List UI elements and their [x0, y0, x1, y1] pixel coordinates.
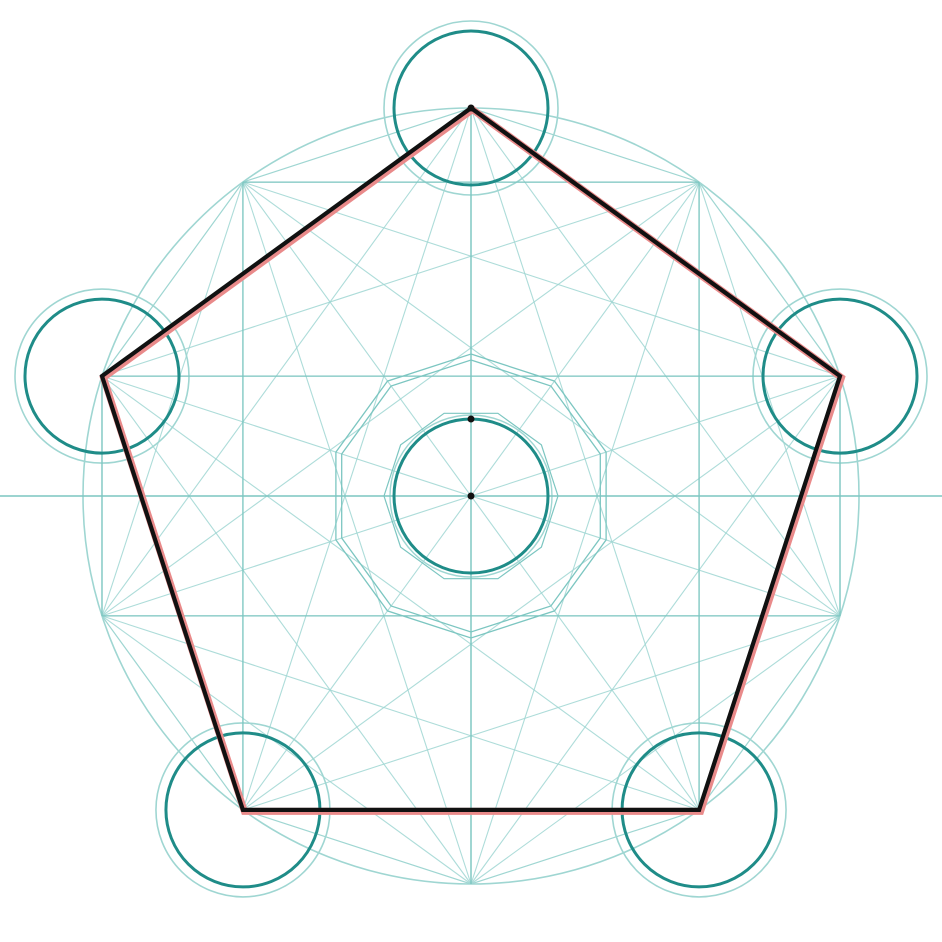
- construction-line: [101, 375, 700, 811]
- construction-line: [101, 375, 472, 885]
- construction-line: [242, 181, 472, 885]
- construction-line: [242, 615, 841, 811]
- construction-line: [101, 615, 472, 885]
- inner-decagon: [341, 359, 601, 633]
- construction-line: [101, 107, 472, 617]
- vertex-circle: [392, 29, 550, 187]
- inner-small-decagon: [383, 412, 559, 580]
- top-vertex-point: [467, 104, 475, 112]
- construction-line: [101, 615, 700, 811]
- center-point: [467, 492, 475, 500]
- pentagon-outline: [99, 105, 843, 812]
- construction-line: [101, 181, 244, 617]
- construction-line: [242, 181, 841, 377]
- inner-decagon: [335, 353, 607, 639]
- pentagon-outline-layer: [99, 105, 846, 815]
- vertex-circle: [761, 297, 919, 455]
- points-layer: [467, 104, 475, 500]
- construction-line: [470, 107, 841, 617]
- construction-line: [101, 181, 700, 377]
- construction-line: [242, 181, 841, 617]
- construction-line: [470, 375, 841, 885]
- center-circle-top-point: [467, 415, 475, 423]
- vertex-circle: [23, 297, 181, 455]
